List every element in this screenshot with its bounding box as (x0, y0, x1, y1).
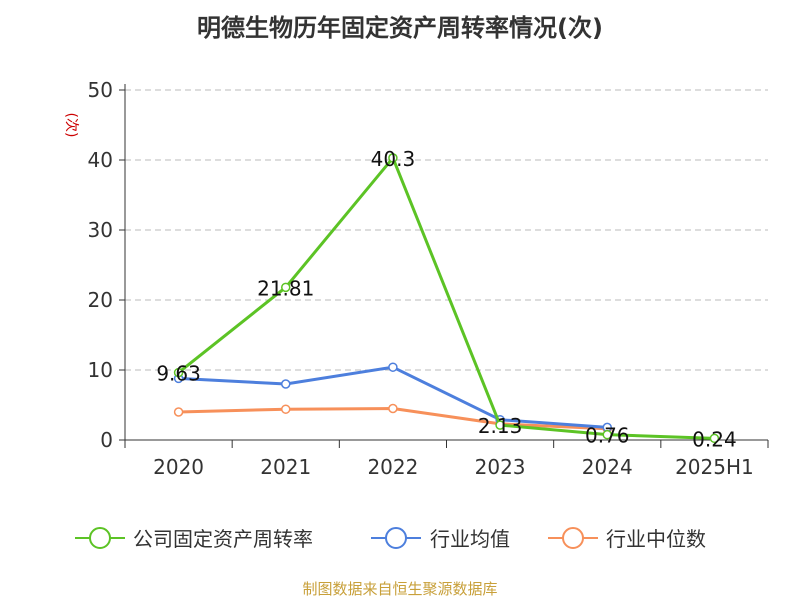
y-tick-label: 30 (88, 218, 113, 242)
data-label: 0.24 (692, 427, 737, 451)
x-tick-label: 2021 (260, 455, 311, 479)
x-tick-label: 2024 (582, 455, 633, 479)
data-source-note: 制图数据来自恒生聚源数据库 (302, 580, 498, 598)
data-point (602, 429, 612, 440)
data-label: 2.13 (478, 414, 523, 438)
x-tick-label: 2022 (367, 455, 418, 479)
data-point (281, 404, 291, 414)
legend-label: 公司固定资产周转率 (133, 527, 313, 551)
legend-marker (385, 527, 407, 549)
data-point (388, 362, 398, 372)
series-line (177, 156, 715, 440)
y-tick-label: 40 (88, 148, 113, 172)
x-tick-label: 2020 (153, 455, 204, 479)
data-point (709, 433, 720, 444)
chart-title: 明德生物历年固定资产周转率情况(次) (197, 14, 603, 42)
data-label: 9.63 (156, 362, 201, 386)
data-point (388, 153, 398, 163)
y-tick-label: 0 (100, 428, 113, 452)
legend-marker (89, 527, 111, 549)
legend-label: 行业中位数 (606, 527, 706, 551)
y-axis-unit: (次) (63, 113, 79, 138)
data-point (281, 282, 291, 293)
data-point (173, 367, 184, 378)
y-tick-label: 50 (88, 78, 113, 102)
data-label: 21.81 (257, 276, 314, 300)
data-point (388, 403, 398, 414)
x-tick-label: 2025H1 (675, 455, 754, 479)
x-tick-label: 2023 (475, 455, 526, 479)
data-point (173, 407, 184, 417)
data-point (495, 420, 505, 430)
data-label: 0.76 (585, 424, 630, 448)
data-label: 40.3 (371, 147, 416, 171)
legend-marker (562, 527, 584, 549)
data-point (281, 379, 291, 389)
series-line (178, 365, 608, 429)
legend-label: 行业均值 (430, 527, 510, 551)
y-tick-label: 20 (88, 288, 113, 312)
y-tick-label: 10 (88, 358, 113, 382)
